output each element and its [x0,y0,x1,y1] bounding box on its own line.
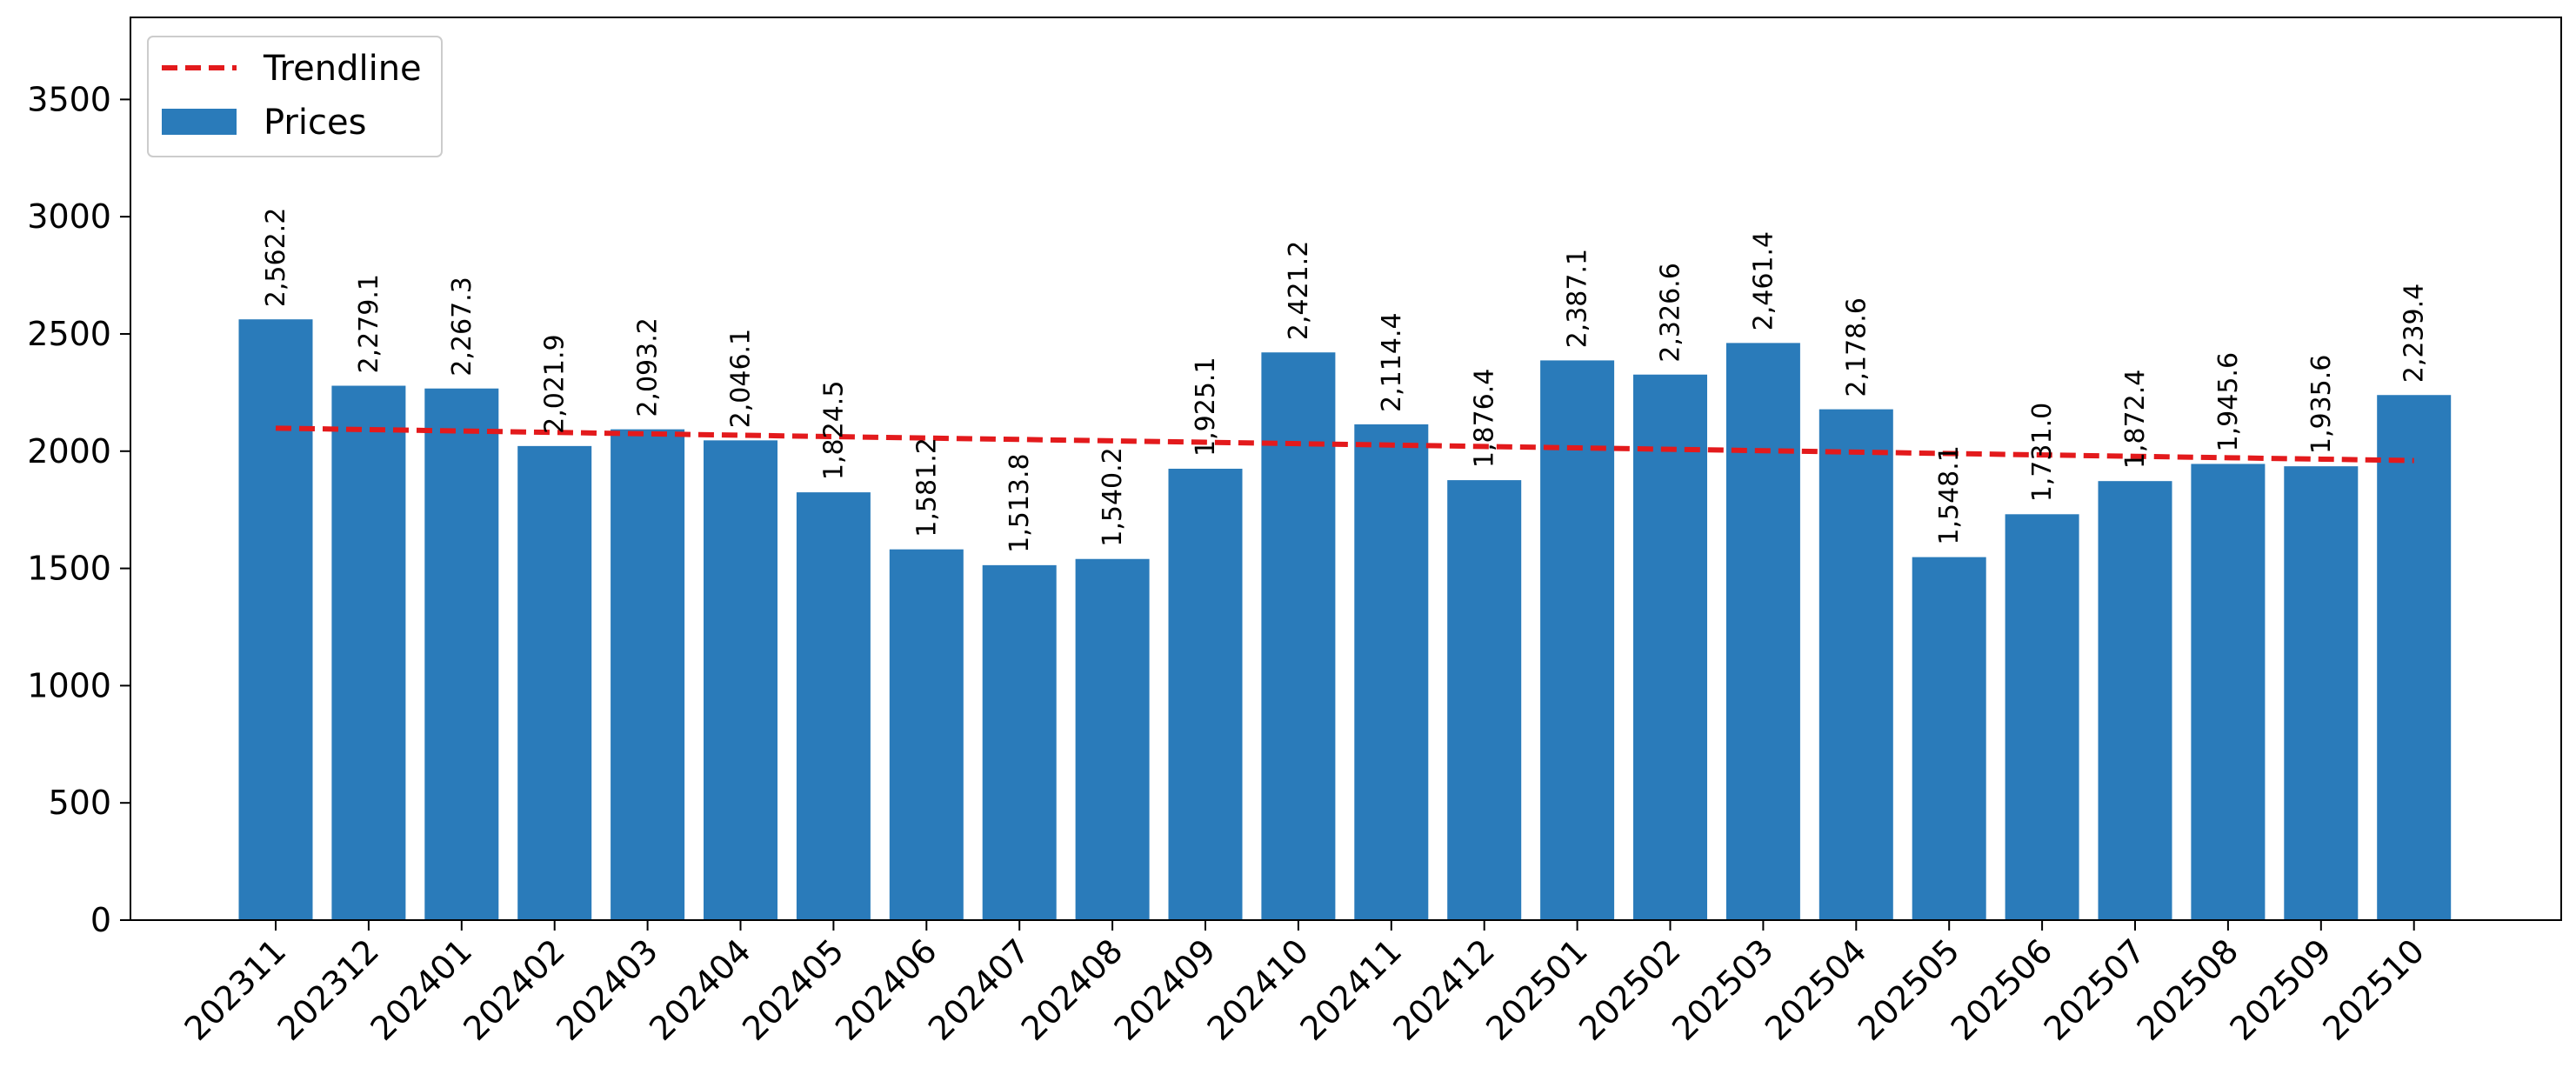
x-tick-label: 202501 [1478,931,1595,1048]
y-tick-label: 1000 [27,666,111,704]
bar-value-label: 1,876.4 [1470,369,1500,469]
bar-value-label: 2,239.4 [2399,284,2430,384]
x-tick-label: 202509 [2222,931,2339,1048]
x-tick-label: 202403 [549,931,665,1048]
bar-value-label: 1,731.0 [2027,403,2058,503]
bar-202504 [1819,409,1893,920]
bar-202403 [611,429,685,921]
bar-value-label: 1,581.2 [911,437,942,537]
y-tick-label: 2500 [27,315,111,353]
bar-202404 [704,440,777,920]
x-tick-label: 202505 [1851,931,1967,1048]
bar-labels-layer: 2,562.2 2,279.1 2,267.3 2,021.9 2,093.2 2,046… [261,208,2430,553]
bar-202402 [517,445,592,920]
legend-label-trendline: Trendline [263,49,422,89]
bar-value-label: 2,421.2 [1284,241,1314,341]
x-tick-label: 202311 [177,931,294,1048]
bar-202408 [1075,558,1150,920]
bar-202506 [2005,514,2079,920]
bar-202507 [2098,481,2172,920]
legend: Trendline Prices [147,36,443,157]
bar-value-label: 1,935.6 [2306,355,2337,455]
bar-202411 [1354,424,1429,920]
bar-202406 [889,549,964,920]
x-tick-label: 202502 [1572,931,1688,1048]
bar-202502 [1633,374,1707,920]
bar-value-label: 2,562.2 [261,208,291,308]
bar-value-label: 2,267.3 [447,277,477,377]
bar-value-label: 1,872.4 [2120,370,2151,470]
trendline [275,425,2414,464]
bar-value-label: 2,093.2 [633,317,664,417]
bar-202505 [1912,557,1986,920]
bar-202405 [796,492,871,920]
bar-value-label: 2,021.9 [540,334,571,434]
y-tick-label: 3500 [27,80,111,118]
x-tick-label: 202510 [2315,931,2432,1048]
y-tick-label: 0 [90,901,111,939]
x-tick-label: 202402 [456,931,572,1048]
x-axis: 2023112023122024012024022024032024042024… [177,920,2432,1048]
y-tick-label: 3000 [27,197,111,236]
bar-value-label: 2,178.6 [1841,297,1872,397]
x-tick-label: 202411 [1292,931,1409,1048]
bar-value-label: 2,326.6 [1656,263,1686,363]
bar-value-label: 1,925.1 [1191,357,1221,457]
x-tick-label: 202409 [1107,931,1224,1048]
bar-value-label: 1,513.8 [1004,453,1035,553]
y-tick-label: 1500 [27,550,111,588]
bar-value-label: 2,046.1 [726,329,757,429]
bar-value-label: 2,114.4 [1377,312,1407,412]
bar-value-label: 1,824.5 [818,381,849,481]
x-tick-label: 202506 [1944,931,2060,1048]
y-tick-label: 2000 [27,432,111,470]
trendline-layer [275,425,2414,464]
bar-value-label: 1,548.1 [1934,445,1965,545]
bar-202501 [1540,360,1615,920]
x-tick-label: 202408 [1014,931,1131,1048]
bar-value-label: 2,461.4 [1748,231,1779,331]
bar-value-label: 1,540.2 [1098,447,1128,547]
bar-202508 [2191,464,2266,920]
legend-prices-swatch [162,109,237,135]
x-tick-label: 202508 [2130,931,2246,1048]
bar-202312 [331,385,406,920]
bar-202311 [238,319,313,921]
bar-202412 [1447,480,1522,920]
bar-202510 [2377,395,2452,920]
x-tick-label: 202401 [363,931,479,1048]
bar-value-label: 2,279.1 [354,274,384,374]
legend-label-prices: Prices [264,103,366,143]
x-tick-label: 202410 [1200,931,1317,1048]
x-tick-label: 202412 [1385,931,1502,1048]
x-tick-label: 202507 [2037,931,2153,1048]
x-tick-label: 202504 [1758,931,1874,1048]
bar-202503 [1725,343,1800,920]
bar-202407 [982,564,1057,920]
bar-202410 [1261,352,1336,920]
bar-202409 [1168,468,1243,920]
bar-value-label: 2,387.1 [1563,249,1593,349]
x-tick-label: 202404 [642,931,758,1048]
x-tick-label: 202407 [921,931,1038,1048]
bar-value-label: 1,945.6 [2213,352,2244,452]
x-tick-label: 202405 [735,931,851,1048]
y-axis: 0 500 1000 1500 2000 2500 3000 3500 [27,80,130,939]
y-tick-label: 500 [48,784,111,822]
bars-layer [238,319,2452,921]
x-tick-label: 202406 [828,931,944,1048]
x-tick-label: 202503 [1665,931,1781,1048]
bar-202509 [2284,466,2359,920]
plot-frame [130,17,2562,921]
x-tick-label: 202312 [270,931,387,1048]
bar-202401 [424,388,499,920]
